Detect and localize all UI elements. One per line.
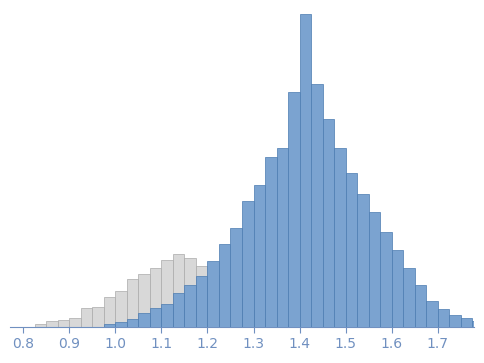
Bar [138, 274, 150, 327]
Bar [92, 307, 104, 327]
Bar [368, 212, 380, 327]
Bar [276, 325, 288, 327]
Bar [150, 308, 162, 327]
Bar [184, 285, 196, 327]
Bar [449, 315, 460, 327]
Bar [460, 318, 472, 327]
Bar [254, 184, 265, 327]
Bar [46, 321, 58, 327]
Bar [288, 92, 300, 327]
Bar [127, 279, 138, 327]
Bar [357, 194, 368, 327]
Bar [35, 323, 46, 327]
Bar [403, 268, 414, 327]
Bar [230, 298, 242, 327]
Bar [438, 309, 449, 327]
Bar [219, 286, 230, 327]
Bar [208, 275, 219, 327]
Bar [162, 304, 173, 327]
Bar [472, 321, 484, 327]
Bar [173, 293, 184, 327]
Bar [392, 250, 403, 327]
Bar [173, 254, 184, 327]
Bar [58, 320, 70, 327]
Bar [219, 244, 230, 327]
Bar [196, 276, 208, 327]
Bar [242, 200, 254, 327]
Bar [254, 318, 265, 327]
Bar [196, 266, 208, 327]
Bar [300, 14, 311, 327]
Bar [414, 285, 426, 327]
Bar [127, 319, 138, 327]
Bar [81, 307, 92, 327]
Bar [230, 228, 242, 327]
Bar [242, 310, 254, 327]
Bar [116, 291, 127, 327]
Bar [104, 324, 116, 327]
Bar [150, 268, 162, 327]
Bar [322, 119, 334, 327]
Bar [276, 148, 288, 327]
Bar [138, 313, 150, 327]
Bar [265, 158, 276, 327]
Bar [426, 301, 438, 327]
Bar [346, 174, 357, 327]
Bar [162, 260, 173, 327]
Bar [265, 322, 276, 327]
Bar [334, 148, 346, 327]
Bar [311, 84, 322, 327]
Bar [104, 297, 116, 327]
Bar [380, 232, 392, 327]
Bar [70, 318, 81, 327]
Bar [208, 261, 219, 327]
Bar [184, 258, 196, 327]
Bar [116, 322, 127, 327]
